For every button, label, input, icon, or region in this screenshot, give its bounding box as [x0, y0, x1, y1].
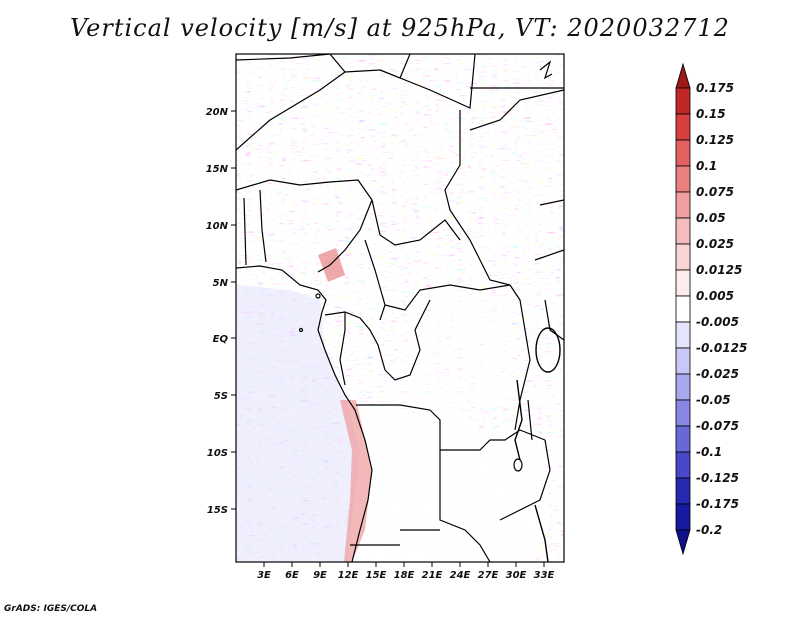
- map-frame: [235, 53, 565, 563]
- colorbar-label: 0.025: [696, 237, 734, 251]
- colorbar-swatch: [675, 243, 691, 271]
- colorbar-swatch: [675, 373, 691, 401]
- colorbar-label: -0.0125: [696, 341, 747, 355]
- colorbar-bottom-arrow: [675, 529, 691, 556]
- lon-tick-label: 24E: [450, 570, 471, 581]
- lon-tick-label: 30E: [506, 570, 527, 581]
- colorbar-swatch: [675, 217, 691, 245]
- longitude-axis: 3E 6E 9E 12E 15E 18E 21E 24E 27E 30E 33E: [257, 562, 555, 581]
- colorbar-label: -0.025: [696, 367, 739, 381]
- colorbar-label: 0.075: [696, 185, 734, 199]
- colorbar-swatch: [675, 503, 691, 531]
- lon-tick-label: 21E: [422, 570, 443, 581]
- colorbar-swatch: [675, 321, 691, 349]
- lon-tick-label: 18E: [394, 570, 415, 581]
- colorbar: 0.175 0.15 0.125 0.1 0.075 0.05 0.025 0.0125 0.0…: [675, 62, 747, 556]
- colorbar-swatch: [675, 451, 691, 479]
- colorbar-label: -0.05: [696, 393, 731, 407]
- colorbar-swatch: [675, 165, 691, 193]
- colorbar-label: -0.2: [696, 523, 722, 537]
- velocity-field: [236, 54, 564, 562]
- colorbar-label: -0.075: [696, 419, 739, 433]
- colorbar-swatch: [675, 139, 691, 167]
- credit-text: GrADS: IGES/COLA: [4, 604, 98, 614]
- lat-tick-label: 10S: [207, 448, 228, 459]
- colorbar-label: 0.0125: [696, 263, 742, 277]
- colorbar-label: 0.005: [696, 289, 734, 303]
- lon-tick-label: 27E: [478, 570, 499, 581]
- lon-tick-label: 6E: [285, 570, 299, 581]
- colorbar-swatch: [675, 269, 691, 297]
- lat-tick-label: 15S: [207, 505, 228, 516]
- colorbar-top-arrow: [675, 62, 691, 89]
- colorbar-label: -0.125: [696, 471, 739, 485]
- lat-tick-label: 15N: [206, 164, 229, 175]
- lon-tick-label: 33E: [534, 570, 555, 581]
- colorbar-label: -0.005: [696, 315, 739, 329]
- colorbar-swatch: [675, 113, 691, 141]
- colorbar-swatch: [675, 191, 691, 219]
- latitude-axis: 20N 15N 10N 5N EQ 5S 10S 15S: [206, 107, 236, 516]
- colorbar-swatch: [675, 425, 691, 453]
- lat-tick-label: 5S: [214, 391, 228, 402]
- colorbar-label: 0.15: [696, 107, 726, 121]
- colorbar-label: -0.175: [696, 497, 739, 511]
- colorbar-label: -0.1: [696, 445, 722, 459]
- lat-tick-label: 20N: [206, 107, 229, 118]
- colorbar-label: 0.175: [696, 81, 734, 95]
- colorbar-swatch: [675, 295, 691, 323]
- colorbar-label: 0.05: [696, 211, 726, 225]
- colorbar-label: 0.1: [696, 159, 717, 173]
- lon-tick-label: 12E: [338, 570, 359, 581]
- lat-tick-label: 10N: [206, 221, 229, 232]
- country-borders: [236, 54, 564, 562]
- lon-tick-label: 9E: [313, 570, 327, 581]
- lon-tick-label: 3E: [257, 570, 271, 581]
- colorbar-swatch: [675, 347, 691, 375]
- lat-tick-label: 5N: [213, 278, 229, 289]
- lat-tick-label: EQ: [213, 334, 229, 345]
- colorbar-label: 0.125: [696, 133, 734, 147]
- lon-tick-label: 15E: [366, 570, 387, 581]
- colorbar-swatch: [675, 87, 691, 115]
- colorbar-swatch: [675, 399, 691, 427]
- colorbar-swatch: [675, 477, 691, 505]
- map-title: Vertical velocity [m/s] at 925hPa, VT: 2…: [70, 14, 730, 42]
